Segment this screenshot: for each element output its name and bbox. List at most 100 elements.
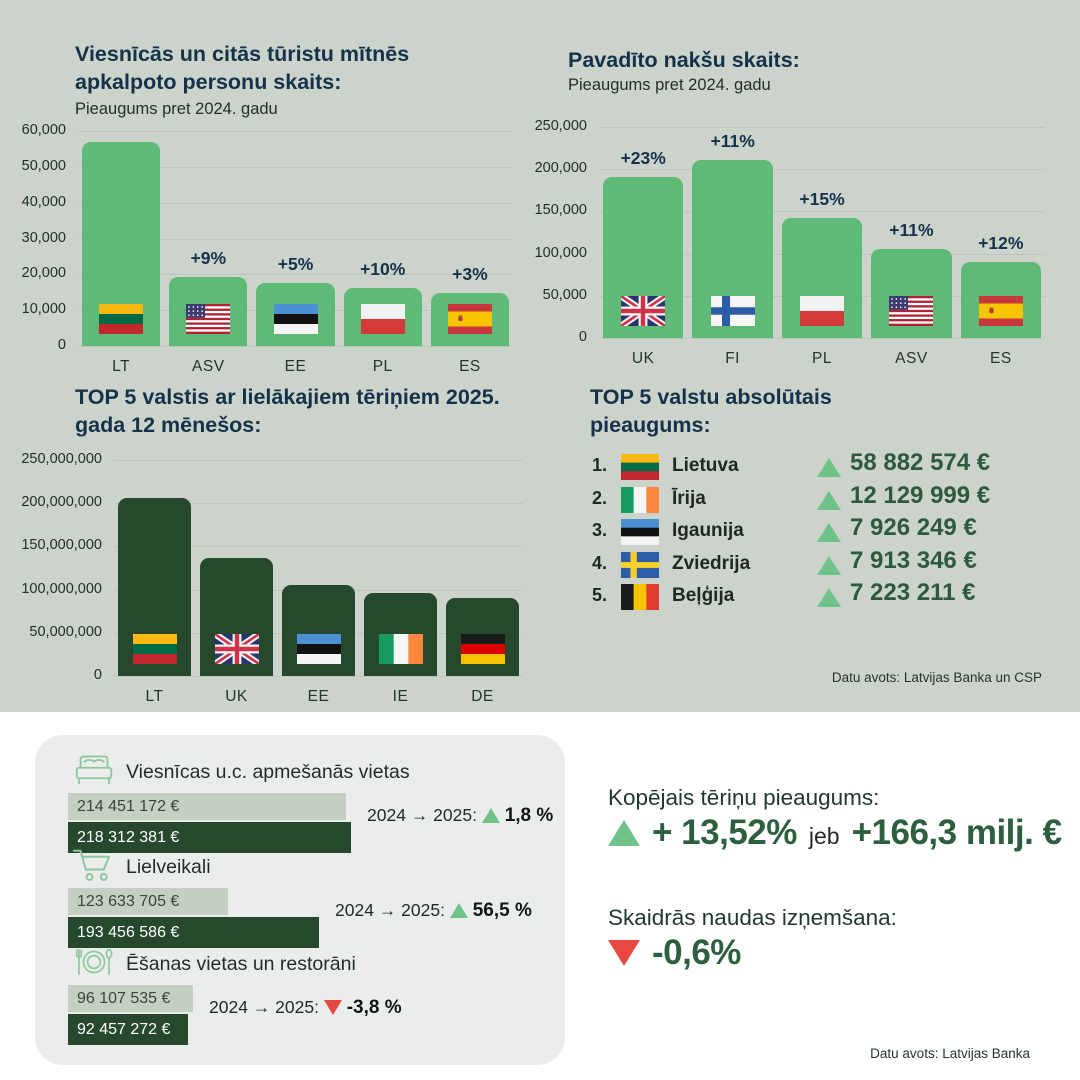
bar-ES: +3% ES xyxy=(430,131,510,375)
gridline xyxy=(599,127,1045,128)
gridline xyxy=(78,131,513,132)
gridline xyxy=(78,346,513,347)
total-spending-title: Kopējais tēriņu pieaugums: xyxy=(608,785,880,810)
up-triangle-icon xyxy=(817,588,841,607)
y-tick-label: 30,000 xyxy=(21,229,66,246)
ie-flag-icon xyxy=(378,634,423,664)
x-axis-label: EE xyxy=(307,688,330,705)
y-tick-label: 250,000,000 xyxy=(21,451,102,467)
se-flag-icon xyxy=(621,551,659,578)
gridline xyxy=(114,460,523,461)
top5-spending-chart: 250,000,000 200,000,000 150,000,000 100,000… xyxy=(10,451,523,705)
top5-title: TOP 5 valstu absolūtais pieaugums: xyxy=(590,385,832,438)
x-axis-label: ASV xyxy=(895,350,928,367)
pct-label: +5% xyxy=(277,254,314,275)
x-axis-label: UK xyxy=(225,688,248,705)
gb-flag-icon xyxy=(619,293,668,329)
fi-flag-icon xyxy=(710,296,755,326)
y-tick-label: 200,000,000 xyxy=(21,494,102,511)
bar-LT: LT xyxy=(82,131,161,375)
increase-value: 12 129 999 € xyxy=(850,481,991,509)
chart2-subtitle: Pieaugums pret 2024. gadu xyxy=(568,76,771,94)
country-name: Lietuva xyxy=(672,455,739,476)
chart3-title: TOP 5 valstis ar lielākajiem tēriņiem 20… xyxy=(75,385,500,438)
total-spending-value-row: + 13,52% jeb +166,3 milj. € xyxy=(608,813,1062,853)
cash-withdrawal-value-row: -0,6% xyxy=(608,933,741,973)
change-value: 1,8 % xyxy=(504,805,554,826)
plate-icon xyxy=(70,941,118,983)
gridline xyxy=(78,238,513,240)
bar-2025: 218 312 381 € xyxy=(68,822,351,853)
x-axis-label: ASV xyxy=(192,358,225,375)
bar-2024: 214 451 172 € xyxy=(68,793,346,820)
top5-row-4: 4. Zviedrija 7 913 346 € xyxy=(590,547,1046,580)
change-prefix: 2024 → 2025: xyxy=(335,900,445,920)
y-tick-label: 0 xyxy=(57,337,66,353)
gridline xyxy=(114,676,523,677)
change-label: 2024 → 2025: 56,5 % xyxy=(335,900,532,922)
increase-value: 58 882 574 € xyxy=(850,449,991,476)
up-triangle-icon xyxy=(608,820,640,846)
bar-IE: IE xyxy=(364,460,437,705)
x-axis-label: FI xyxy=(725,350,740,367)
category-label: Viesnīcas u.c. apmešanās vietas xyxy=(126,761,410,783)
bar-EE: +5% EE xyxy=(256,131,335,375)
up-triangle-icon xyxy=(817,458,841,477)
source-note-top: Datu avots: Latvijas Banka un CSP xyxy=(831,670,1042,685)
bar-UK: +23% UK xyxy=(603,127,684,367)
y-tick-label: 50,000 xyxy=(542,286,587,303)
rank-label: 2. xyxy=(592,487,608,508)
change-label: 2024 → 2025: -3,8 % xyxy=(209,997,402,1019)
bar-UK: UK xyxy=(200,460,273,705)
pct-label: +11% xyxy=(710,130,755,151)
x-axis-label: ES xyxy=(459,358,481,375)
change-label: 2024 → 2025: 1,8 % xyxy=(367,805,553,827)
x-axis-label: LT xyxy=(112,358,131,375)
chart1-subtitle: Pieaugums pret 2024. gadu xyxy=(75,100,278,118)
change-prefix: 2024 → 2025: xyxy=(367,805,477,825)
y-tick-label: 250,000 xyxy=(534,118,587,134)
ee-flag-icon xyxy=(273,304,318,335)
lt-flag-icon xyxy=(621,454,659,481)
gridline xyxy=(78,202,513,204)
gridline xyxy=(114,503,523,505)
bar-2025: 193 456 586 € xyxy=(68,917,319,948)
be-flag-icon xyxy=(621,584,660,610)
up-triangle-icon xyxy=(817,555,841,575)
x-axis-label: LT xyxy=(145,688,164,705)
y-tick-label: 100,000 xyxy=(534,244,587,261)
pl-flag-icon xyxy=(360,304,405,335)
spend-main-value: + 13,52% xyxy=(652,813,797,852)
bar-ASV: +9% ASV xyxy=(169,131,248,375)
y-tick-label: 200,000 xyxy=(534,160,587,177)
comparison-card: Viesnīcas u.c. apmešanās vietas 214 451 1… xyxy=(35,735,565,1065)
bar-PL: +10% PL xyxy=(343,131,422,375)
y-tick-label: 60,000 xyxy=(21,122,66,138)
es-flag-icon xyxy=(978,296,1023,326)
pct-label: +11% xyxy=(889,220,934,241)
top5-row-1: 1. Lietuva 58 882 574 € xyxy=(590,449,1046,482)
rank-label: 5. xyxy=(592,585,608,605)
bar-DE: DE xyxy=(446,460,519,705)
y-tick-label: 10,000 xyxy=(21,301,66,318)
up-triangle-icon xyxy=(449,903,468,918)
up-triangle-icon xyxy=(817,490,841,510)
rank-label: 4. xyxy=(592,552,608,573)
spend-joiner: jeb xyxy=(808,822,840,849)
top5-row-5: 5. Beļģija 7 223 211 € xyxy=(590,579,1046,612)
y-tick-label: 50,000,000 xyxy=(29,623,102,640)
pct-label: +3% xyxy=(452,264,488,285)
gridline xyxy=(599,169,1045,171)
x-axis-label: DE xyxy=(471,688,494,705)
cash-value: -0,6% xyxy=(652,933,741,972)
top5-row-3: 3. Igaunija 7 926 249 € xyxy=(590,514,1046,547)
category-block-2: Lielveikali 123 633 705 €193 456 586 € 202… xyxy=(68,849,553,950)
country-name: Zviedrija xyxy=(672,552,751,574)
nights-spent-chart: 250,000 200,000 150,000 100,000 50,000 0 +23% U… xyxy=(515,118,1045,367)
persons-served-chart: 60,000 50,000 40,000 30,000 20,000 10,000 0 LT +… xyxy=(8,122,513,375)
y-tick-label: 0 xyxy=(578,329,587,345)
top5-list: 1. Lietuva 58 882 574 € 2. Īrija 12 129 999 €… xyxy=(590,385,1046,675)
pct-label: +9% xyxy=(190,247,227,268)
category-label: Lielveikali xyxy=(126,856,211,878)
y-tick-label: 0 xyxy=(93,667,102,683)
